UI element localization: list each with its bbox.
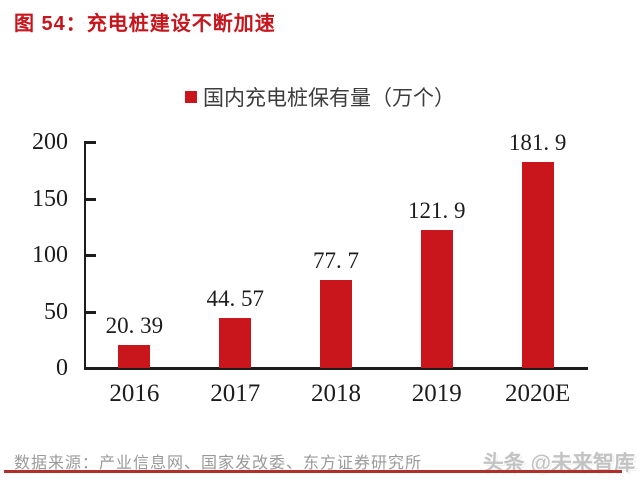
y-axis-tick-50 [86, 310, 96, 314]
bar-2020E [521, 162, 554, 368]
y-axis-tick-100 [86, 254, 96, 257]
y-axis-line [84, 141, 86, 369]
legend-marker-icon [185, 91, 197, 103]
bar-value-label-2017: 44. 57 [206, 285, 264, 311]
y-axis-tick-150 [86, 197, 96, 201]
bar-2016 [118, 344, 151, 368]
x-axis-label-2020E: 2020E [504, 380, 571, 407]
y-axis-label-0: 0 [56, 355, 68, 381]
x-axis-label-2018: 2018 [311, 380, 361, 407]
x-axis-label-2019: 2019 [411, 380, 462, 407]
bar-value-label-2016: 20. 39 [105, 312, 164, 338]
x-axis-line [84, 367, 588, 370]
y-axis-label-150: 150 [32, 185, 68, 212]
y-axis-tick-200 [86, 141, 96, 144]
y-axis-label-200: 200 [32, 129, 68, 155]
figure-title-prefix: 图 54： [14, 13, 87, 35]
bar-chart: 0 50 100 150 200 20. 39 2016 44. 57 2017 77. 7 201… [32, 129, 588, 407]
bar-2018 [320, 280, 352, 368]
legend-label: 国内充电桩保有量（万个） [203, 86, 455, 110]
y-axis-label-50: 50 [44, 298, 68, 325]
watermark-toutiao: 头条 @未来智库 [482, 452, 635, 475]
bar-2019 [420, 230, 453, 368]
bar-value-label-2018: 77. 7 [313, 248, 359, 274]
data-source-text: 数据来源：产业信息网、国家发改委、东方证券研究所 [14, 455, 423, 472]
bar-2017 [219, 317, 252, 368]
y-axis-label-100: 100 [32, 242, 68, 268]
x-axis-label-2017: 2017 [210, 380, 261, 407]
chart-legend: 国内充电桩保有量（万个） [0, 82, 640, 112]
bar-value-label-2020E: 181. 9 [508, 130, 567, 156]
bottom-divider-line [4, 470, 622, 473]
figure-title: 图 54：充电桩建设不断加速 [14, 7, 276, 36]
bar-value-label-2019: 121. 9 [408, 198, 466, 224]
x-axis-label-2016: 2016 [109, 380, 160, 407]
figure-title-text: 充电桩建设不断加速 [86, 13, 276, 35]
